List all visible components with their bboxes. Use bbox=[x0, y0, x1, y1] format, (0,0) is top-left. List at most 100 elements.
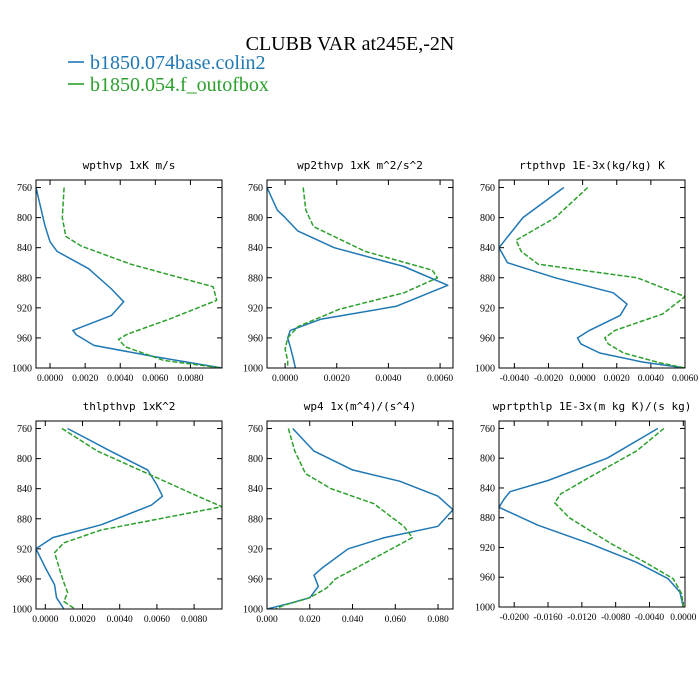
series-line-outofbox bbox=[275, 428, 414, 609]
subplot-3: rtpthvp 1E-3x(kg/kg) K 760 800 840 880 920 960… bbox=[475, 159, 698, 384]
y-tick-label: 1000 bbox=[475, 364, 495, 375]
subplot-title: wprtpthlp 1E-3x(m kg K)/(s kg) bbox=[493, 400, 692, 413]
subplot-4: thlpthvp 1xK^276080084088092096010000.00… bbox=[12, 400, 223, 625]
y-tick-label: 840 bbox=[480, 483, 495, 494]
x-tick-label: -0.0160 bbox=[533, 613, 563, 623]
x-tick-label: 0.0080 bbox=[177, 374, 203, 384]
y-tick-label: 1000 bbox=[475, 603, 495, 614]
y-tick-label: 920 bbox=[480, 543, 495, 554]
subplot-title: wpthvp 1xK m/s bbox=[83, 159, 176, 172]
y-tick-label: 1000 bbox=[12, 605, 32, 616]
y-tick-label: 960 bbox=[480, 573, 495, 584]
series-line-outofbox bbox=[554, 427, 685, 607]
plot-frame bbox=[35, 420, 223, 610]
x-tick-label: 0.0000 bbox=[670, 613, 696, 623]
x-tick-label: -0.0040 bbox=[635, 613, 665, 623]
series-line-base bbox=[36, 187, 222, 368]
y-tick-label: 1000 bbox=[12, 364, 32, 375]
x-tick-label: 0.0040 bbox=[375, 374, 401, 384]
y-tick-label: 1000 bbox=[243, 364, 263, 375]
x-tick-label: -0.0080 bbox=[601, 613, 631, 623]
subplot-title: wp2thvp 1xK m^2/s^2 bbox=[297, 159, 423, 172]
y-tick-label: 800 bbox=[248, 454, 263, 465]
y-tick-label: 880 bbox=[480, 513, 495, 524]
y-tick-label: 760 bbox=[480, 424, 495, 435]
x-tick-label: 0.0060 bbox=[144, 615, 170, 625]
x-tick-label: 0.0060 bbox=[672, 374, 698, 384]
y-tick-label: 960 bbox=[17, 574, 32, 585]
y-tick-label: 760 bbox=[248, 424, 263, 435]
y-tick-label: 760 bbox=[248, 183, 263, 194]
y-tick-label: 800 bbox=[480, 454, 495, 465]
x-tick-label: -0.0020 bbox=[534, 374, 564, 384]
x-tick-label: 0.0040 bbox=[107, 615, 133, 625]
x-tick-label: -0.0200 bbox=[500, 613, 530, 623]
plot-frame bbox=[498, 179, 686, 369]
plot-frame bbox=[266, 179, 454, 369]
subplot-title: rtpthvp 1E-3x(kg/kg) K bbox=[519, 159, 665, 172]
y-tick-label: 960 bbox=[248, 574, 263, 585]
x-tick-label: 0.0080 bbox=[181, 615, 207, 625]
y-tick-label: 920 bbox=[248, 303, 263, 314]
subplot-2: wp2thvp 1xK m^2/s^2 760 800 840 880 920 960 100… bbox=[243, 159, 454, 384]
subplot-5: wp4 1x(m^4)/(s^4)76080084088092096010000… bbox=[243, 400, 454, 625]
x-tick-label: -0.0040 bbox=[500, 374, 530, 384]
x-tick-label: 0.0020 bbox=[324, 374, 350, 384]
x-tick-label: 0.0020 bbox=[69, 615, 95, 625]
plot-frame bbox=[266, 420, 454, 610]
subplot-grid: wpthvp 1xK m/s76080084088092096010000.00… bbox=[12, 159, 698, 625]
x-tick-label: 0.0000 bbox=[570, 374, 596, 384]
y-tick-label: 800 bbox=[480, 213, 495, 224]
series-line-outofbox bbox=[61, 187, 222, 368]
x-tick-label: 0.0000 bbox=[37, 374, 63, 384]
series-line-outofbox bbox=[284, 187, 439, 368]
x-tick-label: 0.060 bbox=[385, 615, 407, 625]
y-tick-label: 1000 bbox=[243, 605, 263, 616]
y-tick-label: 800 bbox=[17, 213, 32, 224]
plot-frame bbox=[498, 420, 686, 608]
y-tick-label: 880 bbox=[248, 514, 263, 525]
y-tick-label: 840 bbox=[248, 484, 263, 495]
x-tick-label: 0.020 bbox=[299, 615, 321, 625]
x-tick-label: 0.0000 bbox=[32, 615, 58, 625]
series-line-base bbox=[36, 427, 164, 609]
legend-label-outofbox: b1850.054.f_outofbox bbox=[90, 74, 269, 96]
y-tick-label: 840 bbox=[17, 243, 32, 254]
series-line-outofbox bbox=[53, 427, 222, 609]
x-tick-label: 0.080 bbox=[427, 615, 449, 625]
x-tick-label: 0.0060 bbox=[142, 374, 168, 384]
x-tick-label: 0.0040 bbox=[107, 374, 133, 384]
x-tick-label: 0.0020 bbox=[604, 374, 630, 384]
y-tick-label: 760 bbox=[17, 183, 32, 194]
subplot-1: wpthvp 1xK m/s 760 800 840 880 920 960 1000 0.00… bbox=[12, 159, 223, 384]
y-tick-label: 840 bbox=[480, 243, 495, 254]
legend-label-base: b1850.074base.colin2 bbox=[90, 52, 266, 74]
y-tick-label: 920 bbox=[17, 544, 32, 555]
y-tick-label: 760 bbox=[17, 424, 32, 435]
subplot-6: wprtpthlp 1E-3x(m kg K)/(s kg) 760 800 840 8… bbox=[475, 400, 697, 623]
y-tick-label: 920 bbox=[17, 303, 32, 314]
series-line-base bbox=[499, 186, 685, 368]
figure-title: CLUBB VAR at245E,-2N bbox=[246, 33, 455, 55]
x-tick-label: -0.0120 bbox=[567, 613, 597, 623]
y-tick-label: 880 bbox=[480, 273, 495, 284]
series-line-base bbox=[267, 427, 453, 609]
y-tick-label: 880 bbox=[248, 273, 263, 284]
plot-frame bbox=[35, 179, 223, 369]
x-tick-label: 0.0000 bbox=[272, 374, 298, 384]
y-tick-label: 840 bbox=[248, 243, 263, 254]
y-tick-label: 960 bbox=[480, 333, 495, 344]
series-line-base bbox=[267, 187, 449, 368]
y-tick-label: 920 bbox=[248, 544, 263, 555]
y-tick-label: 960 bbox=[248, 333, 263, 344]
subplot-title: thlpthvp 1xK^2 bbox=[83, 400, 176, 413]
x-tick-label: 0.0020 bbox=[72, 374, 98, 384]
x-tick-label: 0.0060 bbox=[427, 374, 453, 384]
y-tick-label: 880 bbox=[17, 273, 32, 284]
x-tick-label: 0.0040 bbox=[638, 374, 664, 384]
y-tick-label: 760 bbox=[480, 183, 495, 194]
y-tick-label: 960 bbox=[17, 333, 32, 344]
y-tick-label: 800 bbox=[248, 213, 263, 224]
y-tick-label: 920 bbox=[480, 303, 495, 314]
